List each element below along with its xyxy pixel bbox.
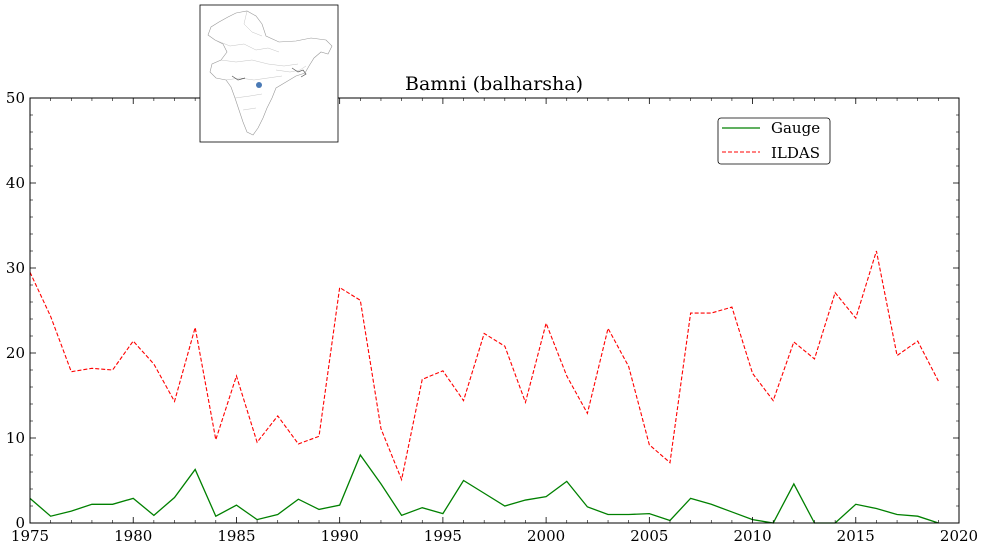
chart-title: Bamni (balharsha) [405,73,583,95]
axes-frame [29,97,960,524]
x-tick-label: 2015 [837,527,875,545]
india-outline [207,10,333,136]
x-tick-label: 2020 [940,527,978,545]
x-tick-label: 1990 [321,527,359,545]
x-tick-label: 1980 [114,527,152,545]
y-tick-label: 0 [15,514,25,532]
x-tick-label: 1995 [424,527,462,545]
y-tick-label: 50 [6,89,25,107]
legend: Gauge ILDAS [717,117,831,165]
plot-area [29,250,939,524]
legend-label-gauge: Gauge [771,119,820,137]
x-tick-label: 1975 [11,527,49,545]
x-tick-label: 2010 [733,527,771,545]
coastal-detail [231,67,307,81]
y-tick-label: 10 [6,429,25,447]
series-line-gauge [29,453,939,524]
axis-ticks [29,97,960,524]
x-tick-label: 2000 [527,527,565,545]
gauge-location-marker [256,82,262,88]
inset-frame [199,4,339,143]
y-tick-label: 40 [6,174,25,192]
y-tick-label: 30 [6,259,25,277]
x-tick-label: 1985 [217,527,255,545]
series-line-ildas [29,250,939,482]
india-map-icon [199,4,339,143]
x-tick-label: 2005 [630,527,668,545]
legend-label-ildas: ILDAS [771,144,820,162]
axis-tick-labels: 1975 1980 1985 1990 1995 2000 2005 2010 2015 2020… [6,89,978,545]
state-borders [214,10,307,111]
y-tick-label: 20 [6,344,25,362]
